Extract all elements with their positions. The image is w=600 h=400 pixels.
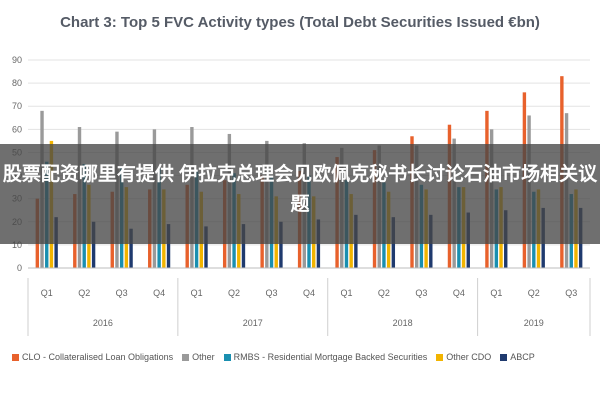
bar (204, 226, 208, 268)
bar (91, 221, 96, 268)
year-label: 2019 (524, 318, 544, 328)
chart-legend: CLO - Collateralised Loan Obligations Oth… (12, 352, 598, 362)
y-tick-label: 10 (12, 240, 22, 250)
legend-label: CLO - Collateralised Loan Obligations (22, 352, 174, 362)
x-tick-label: Q1 (490, 288, 502, 298)
x-tick-label: Q2 (528, 288, 540, 298)
legend-item: Other CDO (436, 352, 491, 362)
year-label: 2017 (243, 318, 263, 328)
legend-label: Other CDO (446, 352, 492, 362)
bar (166, 224, 171, 268)
year-label: 2018 (393, 318, 413, 328)
caption-overlay (0, 144, 600, 244)
x-tick-label: Q3 (565, 288, 577, 298)
legend-item: Other (182, 352, 215, 362)
legend-item: RMBS - Residential Mortgage Backed Secur… (223, 352, 428, 362)
x-tick-label: Q1 (191, 288, 203, 298)
y-tick-label: 70 (12, 101, 22, 111)
y-tick-label: 60 (12, 124, 22, 134)
x-tick-label: Q2 (378, 288, 390, 298)
legend-item: CLO - Collateralised Loan Obligations (12, 352, 173, 362)
legend-swatch (223, 353, 231, 361)
bar (241, 224, 246, 268)
y-tick-label: 0 (17, 263, 22, 273)
y-tick-label: 90 (12, 55, 22, 65)
x-tick-label: Q2 (228, 288, 240, 298)
x-tick-label: Q1 (340, 288, 352, 298)
y-tick-label: 80 (12, 78, 22, 88)
legend-swatch (436, 353, 444, 361)
legend-label: Other (192, 352, 215, 362)
chart-title: Chart 3: Top 5 FVC Activity types (Total… (60, 14, 540, 31)
legend-swatch (12, 353, 19, 361)
x-tick-label: Q4 (153, 288, 165, 298)
year-label: 2016 (93, 318, 113, 328)
bar (129, 228, 133, 268)
legend-swatch (182, 353, 190, 361)
x-tick-label: Q4 (303, 288, 315, 298)
bar (279, 221, 283, 268)
legend-label: RMBS - Residential Mortgage Backed Secur… (233, 352, 428, 362)
x-tick-label: Q3 (415, 288, 427, 298)
x-tick-label: Q4 (453, 288, 465, 298)
legend-swatch (500, 353, 508, 361)
legend-item: ABCP (500, 352, 535, 362)
x-tick-label: Q3 (116, 288, 128, 298)
overlay-caption: 股票配资哪里有提供 伊拉克总理会见欧佩克秘书长讨论石油市场相关议题 (2, 164, 598, 215)
legend-label: ABCP (510, 352, 535, 362)
x-tick-label: Q3 (266, 288, 278, 298)
x-tick-label: Q1 (41, 288, 53, 298)
x-tick-label: Q2 (78, 288, 90, 298)
